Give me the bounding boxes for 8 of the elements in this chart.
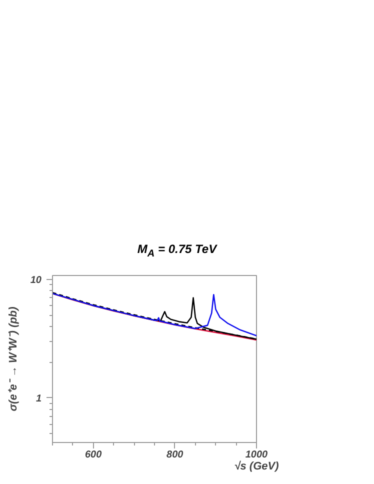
y-axis-title: σ(e⁺e⁻ → W⁺W⁻) (pb) — [7, 306, 20, 412]
x-tick-label: 800 — [166, 450, 184, 460]
chart-title: M$_{A}$ = 0.75 TeV — [137, 242, 217, 262]
x-tick-label: 600 — [84, 450, 102, 460]
x-axis-title: √s (GeV) — [234, 460, 280, 472]
x-tick-label: 1000 — [245, 450, 268, 460]
y-tick-label: 1 — [36, 393, 42, 404]
y-tick-label: 10 — [30, 274, 42, 286]
